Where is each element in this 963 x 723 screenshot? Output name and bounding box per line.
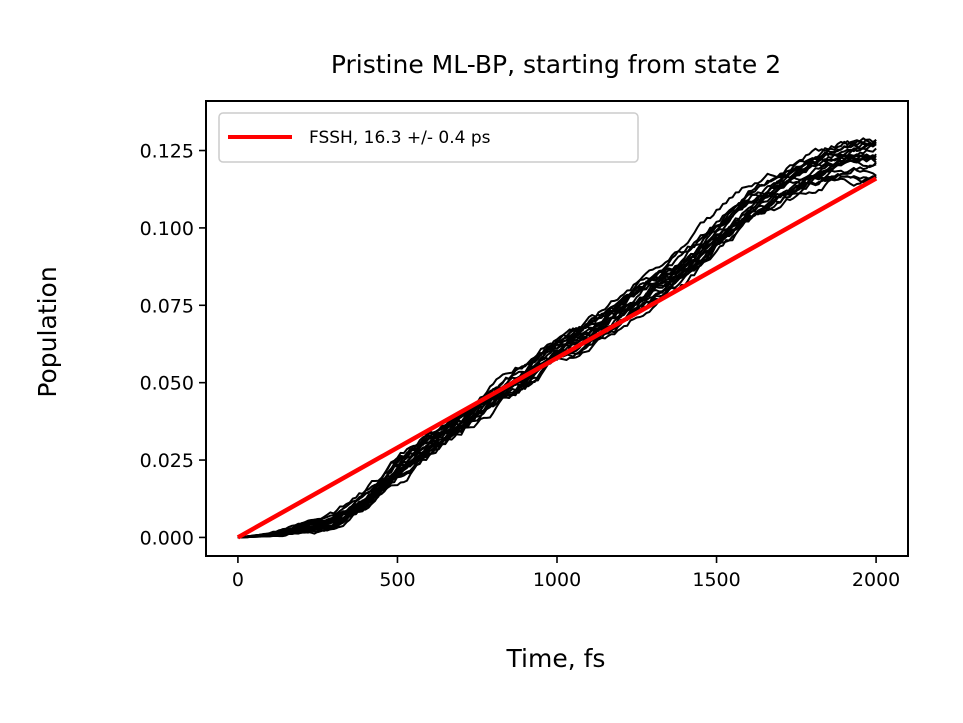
fit-series (236, 176, 878, 540)
chart-title: Pristine ML-BP, starting from state 2 (331, 50, 781, 79)
x-tick-label: 0 (232, 569, 244, 591)
trajectory-line (237, 140, 877, 539)
y-axis-label: Population (33, 266, 62, 397)
trajectory-ensemble (237, 137, 877, 539)
trajectory-line (237, 143, 877, 539)
fssh-fit-line (236, 176, 878, 540)
x-tick-label: 1000 (533, 569, 581, 591)
y-tick-label: 0.000 (140, 527, 194, 549)
legend-label-fssh: FSSH, 16.3 +/- 0.4 ps (309, 128, 491, 148)
x-tick-label: 500 (379, 569, 415, 591)
x-tick-label: 2000 (852, 569, 900, 591)
x-axis-label: Time, fs (506, 644, 606, 673)
y-tick-label: 0.100 (140, 218, 194, 240)
y-tick-label: 0.025 (140, 450, 194, 472)
trajectory-line (237, 154, 877, 539)
legend-box (218, 112, 639, 163)
x-tick-label: 1500 (692, 569, 740, 591)
y-tick-label: 0.075 (140, 295, 194, 317)
legend: FSSH, 16.3 +/- 0.4 ps (218, 112, 639, 163)
x-axis: 0 500 1000 1500 2000 (232, 556, 900, 591)
y-tick-label: 0.125 (140, 141, 194, 163)
y-axis: 0.000 0.025 0.050 0.075 0.100 0.125 (140, 141, 206, 549)
y-tick-label: 0.050 (140, 373, 194, 395)
